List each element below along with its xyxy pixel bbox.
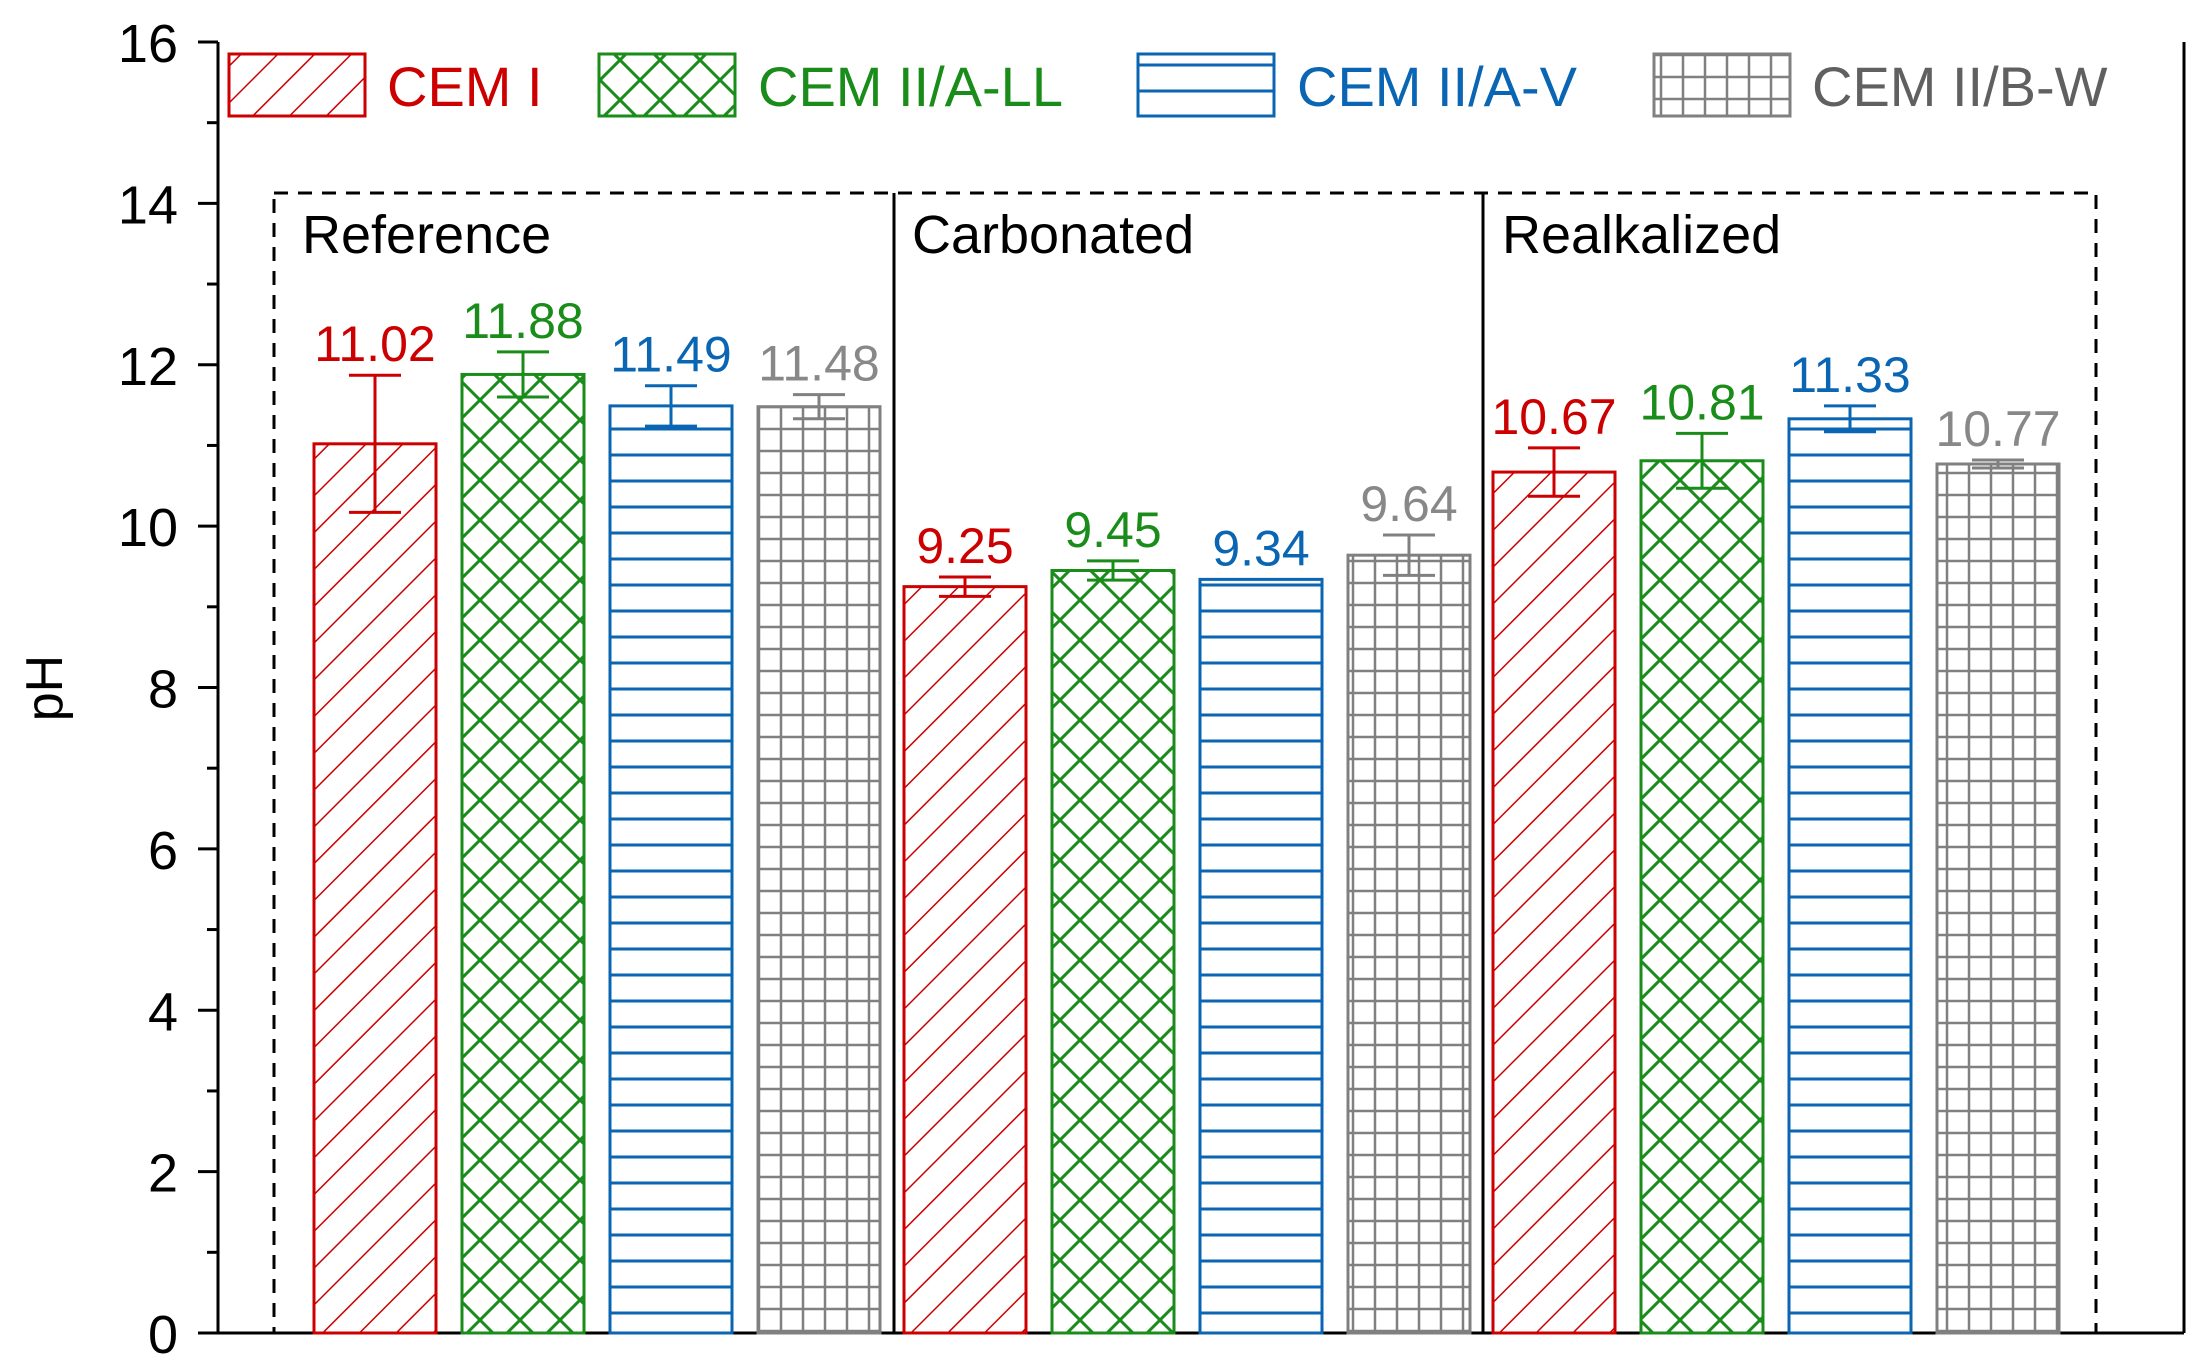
legend-item-cem-ii-b-w: CEM II/B-W [1652, 52, 2108, 118]
legend-label-cem-i: CEM I [387, 55, 543, 118]
data-label-carbonated-cem-ii-a-v: 9.34 [1212, 520, 1309, 576]
legend-item-cem-ii-a-ll: CEM II/A-LL [597, 52, 1063, 118]
y-axis-label: pH [16, 655, 74, 721]
group-label-carbonated: Carbonated [912, 205, 1194, 265]
bar-reference-cem-ii-a-ll [460, 372, 586, 1335]
y-tick-label: 6 [148, 821, 178, 881]
y-tick-label: 16 [118, 14, 178, 74]
bar-carbonated-cem-ii-a-ll [1050, 569, 1176, 1335]
bar-carbonated-cem-ii-a-v [1198, 577, 1324, 1335]
data-label-carbonated-cem-ii-a-ll: 9.45 [1064, 502, 1161, 558]
legend-item-cem-i: CEM I [227, 52, 543, 118]
legend-label-cem-ii-a-ll: CEM II/A-LL [758, 55, 1063, 118]
y-axis-tick-labels: 0 2 4 6 8 10 12 14 16 [118, 14, 178, 1361]
group-label-realkalized: Realkalized [1502, 205, 1781, 265]
bar-realkalized-cem-ii-a-ll [1639, 459, 1765, 1335]
data-label-carbonated-cem-ii-b-w: 9.64 [1360, 476, 1457, 532]
data-label-realkalized-cem-ii-b-w: 10.77 [1935, 401, 2060, 457]
data-label-reference-cem-ii-a-ll: 11.88 [462, 293, 583, 349]
data-label-realkalized-cem-ii-a-ll: 10.81 [1639, 374, 1764, 430]
bar-reference-cem-ii-b-w [756, 405, 882, 1335]
y-tick-label: 4 [148, 982, 178, 1042]
y-tick-label: 14 [118, 175, 178, 235]
group-label-reference: Reference [302, 205, 551, 265]
bar-realkalized-cem-ii-b-w [1935, 462, 2061, 1335]
legend-swatch-cem-ii-b-w [1652, 52, 1792, 118]
legend: CEM I CEM II/A-LL CEM II/A-V CEM II/B-W [227, 52, 2108, 118]
data-label-carbonated-cem-i: 9.25 [916, 518, 1013, 574]
legend-label-cem-ii-b-w: CEM II/B-W [1812, 55, 2108, 118]
error-bars-layer [349, 350, 2024, 598]
bar-reference-cem-ii-a-v [608, 404, 734, 1335]
group-regions: Reference Carbonated Realkalized [272, 191, 2098, 1335]
y-tick-label: 0 [148, 1305, 178, 1361]
data-label-realkalized-cem-i: 10.67 [1491, 389, 1616, 445]
y-tick-label: 12 [118, 337, 178, 397]
y-tick-label: 2 [148, 1144, 178, 1204]
legend-swatch-cem-i [227, 52, 367, 118]
legend-swatch-cem-ii-a-ll [597, 52, 737, 118]
legend-item-cem-ii-a-v: CEM II/A-V [1136, 52, 1578, 118]
data-label-realkalized-cem-ii-a-v: 11.33 [1789, 347, 1910, 403]
data-labels-layer: 11.02 11.88 11.49 11.48 9.25 9.45 9.34 9.64 10.6… [314, 293, 2060, 577]
data-label-reference-cem-ii-a-v: 11.49 [610, 327, 731, 383]
bars-layer [312, 372, 2061, 1335]
bar-carbonated-cem-i [902, 585, 1028, 1335]
group-region-box [272, 191, 2098, 1335]
bar-realkalized-cem-ii-a-v [1787, 417, 1913, 1335]
legend-swatch-cem-ii-a-v [1136, 52, 1276, 118]
data-label-reference-cem-i: 11.02 [314, 316, 435, 372]
bar-carbonated-cem-ii-b-w [1346, 553, 1472, 1335]
y-tick-label: 8 [148, 660, 178, 720]
y-tick-label: 10 [118, 498, 178, 558]
bar-realkalized-cem-i [1491, 470, 1617, 1335]
bar-reference-cem-i [312, 442, 438, 1335]
y-axis-ticks [198, 40, 218, 1335]
data-label-reference-cem-ii-b-w: 11.48 [758, 336, 879, 392]
legend-label-cem-ii-a-v: CEM II/A-V [1297, 55, 1578, 118]
